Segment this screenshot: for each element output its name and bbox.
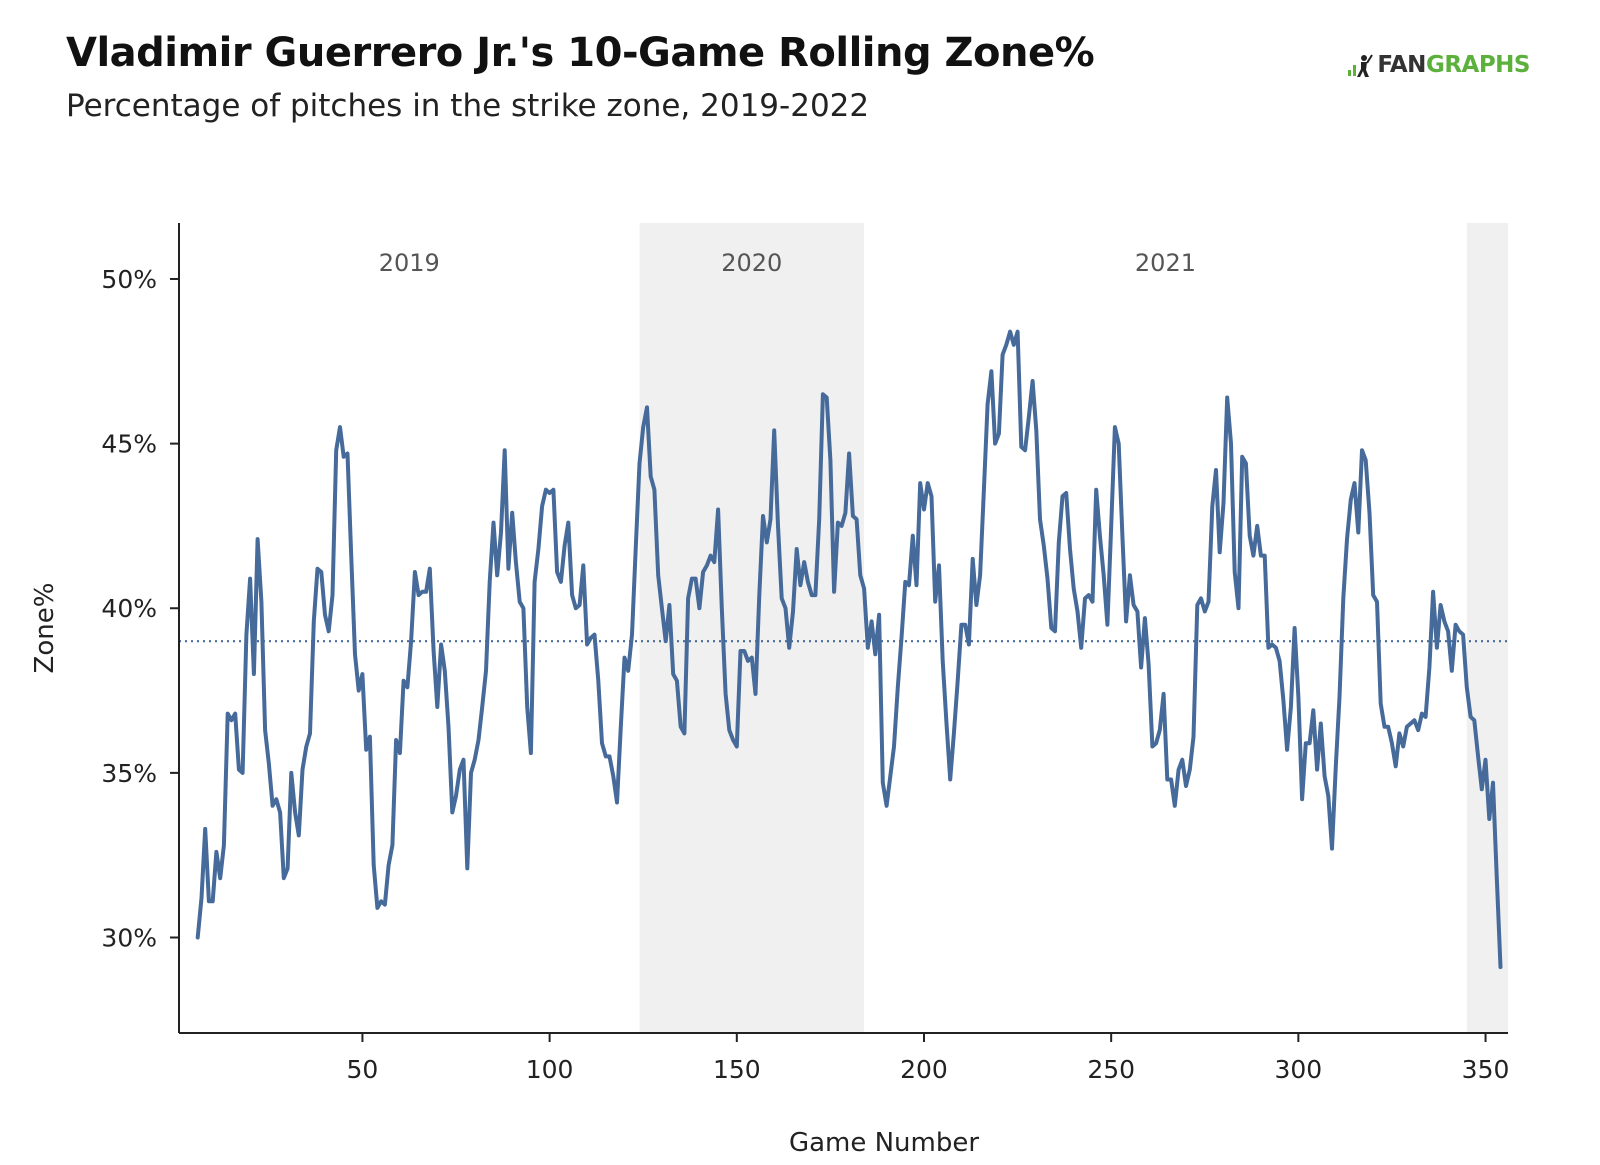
axes (178, 223, 1508, 1034)
season-label-2021: 2021 (1135, 249, 1196, 277)
x-tick-label: 300 (1274, 1055, 1322, 1084)
y-axis-ticks: 30% 35% 40% 45% 50% (101, 265, 179, 953)
chart-title: Vladimir Guerrero Jr.'s 10-Game Rolling … (66, 30, 1095, 76)
fangraphs-logo: FAN GRAPHS (1347, 52, 1531, 78)
x-axis-ticks: 50 100 150 200 250 300 350 (347, 1033, 1510, 1084)
season-label-2019: 2019 (379, 249, 440, 277)
y-tick-label: 30% (101, 924, 157, 953)
season-label-2020: 2020 (721, 249, 782, 277)
x-tick-label: 250 (1087, 1055, 1135, 1084)
x-axis-title: Game Number (789, 1128, 979, 1158)
x-tick-label: 150 (713, 1055, 761, 1084)
fangraphs-batter-icon (1348, 54, 1374, 77)
x-tick-label: 50 (347, 1055, 379, 1084)
logo-text-fan: FAN (1377, 52, 1426, 78)
y-tick-label: 40% (101, 594, 157, 623)
season-band-shade-1 (639, 223, 865, 1033)
season-band-shade-3 (1466, 223, 1508, 1033)
x-tick-label: 100 (526, 1055, 574, 1084)
data-series (195, 329, 1503, 970)
x-tick-label: 350 (1462, 1055, 1510, 1084)
y-axis-title: Zone% (30, 583, 60, 674)
y-tick-label: 35% (101, 759, 157, 788)
logo-text-graphs: GRAPHS (1425, 52, 1531, 78)
season-bands (639, 223, 1508, 1033)
x-tick-label: 200 (900, 1055, 948, 1084)
y-tick-label: 50% (101, 265, 157, 294)
series-line-0 (195, 329, 1503, 970)
chart-subtitle: Percentage of pitches in the strike zone… (66, 88, 870, 124)
season-labels: 2019 2020 2021 (379, 249, 1196, 277)
y-tick-label: 45% (101, 430, 157, 459)
